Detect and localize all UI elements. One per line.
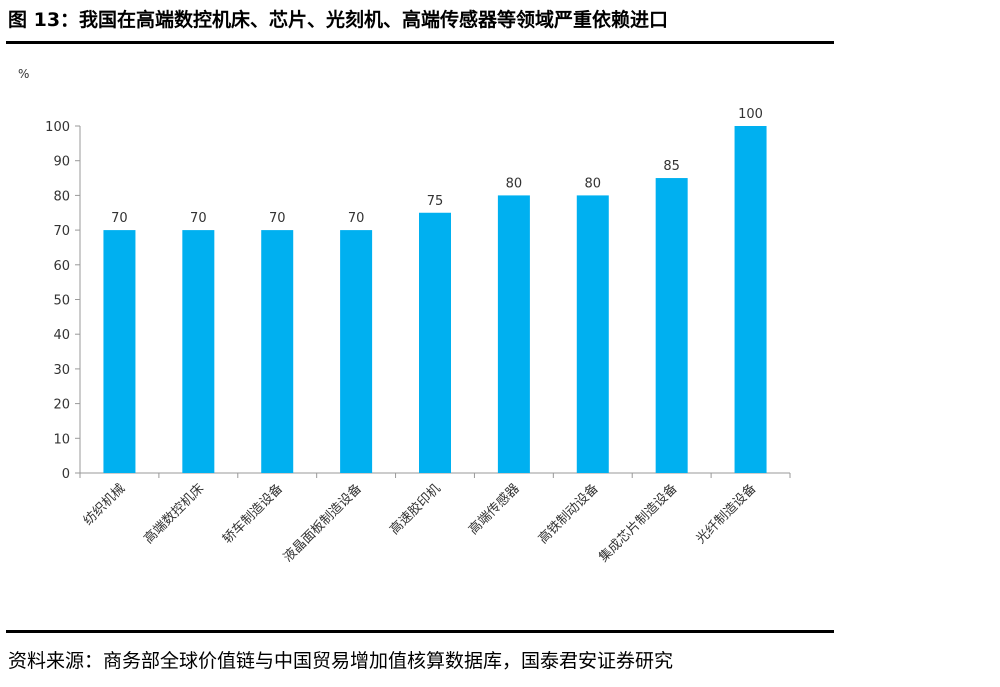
bar: [734, 126, 767, 473]
y-tick-label: 60: [53, 259, 70, 274]
y-tick-label: 50: [53, 294, 70, 309]
category-label: 轿车制造设备: [220, 481, 286, 547]
y-tick-label: 80: [53, 189, 70, 204]
bar: [261, 230, 294, 473]
title-rule: [6, 41, 834, 44]
bar: [576, 195, 609, 473]
bar: [497, 195, 530, 473]
data-label: 75: [427, 194, 444, 209]
y-axis: 0 10 20 30 40 50 60 70 80 90 100: [45, 120, 81, 482]
category-label: 集成芯片制造设备: [596, 481, 681, 566]
y-tick-label: 20: [53, 398, 70, 413]
bar: [340, 230, 373, 473]
data-label: 70: [269, 211, 286, 226]
category-label: 纺织机械: [81, 481, 128, 528]
category-label: 高端传感器: [465, 481, 522, 538]
y-tick-label: 10: [53, 432, 70, 447]
data-label: 100: [738, 107, 763, 122]
data-label: 85: [663, 159, 680, 174]
figure-title: 图 13：我国在高端数控机床、芯片、光刻机、高端传感器等领域严重依赖进口: [8, 9, 669, 31]
category-label: 高速胶印机: [387, 481, 444, 538]
bar: [103, 230, 136, 473]
y-unit-label: %: [18, 67, 29, 81]
category-label: 高端数控机床: [141, 481, 207, 547]
data-label: 80: [506, 176, 523, 191]
data-label: 80: [585, 176, 602, 191]
y-tick-label: 40: [53, 328, 70, 343]
bar: [182, 230, 215, 473]
y-tick-label: 70: [53, 224, 70, 239]
source-note: 资料来源：商务部全球价值链与中国贸易增加值核算数据库，国泰君安证券研究: [8, 650, 674, 672]
data-label: 70: [348, 211, 365, 226]
category-label: 高铁制动设备: [535, 481, 601, 547]
data-label: 70: [190, 211, 207, 226]
source-rule: [6, 630, 834, 633]
category-label: 液晶面板制造设备: [280, 481, 365, 566]
bar: [419, 212, 451, 473]
y-tick-label: 30: [53, 363, 70, 378]
bar: [655, 178, 688, 474]
bars: [103, 126, 767, 474]
y-tick-label: 90: [53, 155, 70, 170]
data-label: 70: [111, 211, 128, 226]
x-axis: [79, 472, 791, 478]
category-label: 光纤制造设备: [693, 481, 759, 547]
bar-chart: % 0 10 20 30 40 50 60 70 80 90 100 70 70 70 70 75 80 80 8…: [18, 67, 791, 566]
y-tick-label: 0: [62, 467, 70, 482]
data-labels: 70 70 70 70 75 80 80 85 100: [111, 107, 763, 226]
y-tick-label: 100: [45, 120, 70, 135]
